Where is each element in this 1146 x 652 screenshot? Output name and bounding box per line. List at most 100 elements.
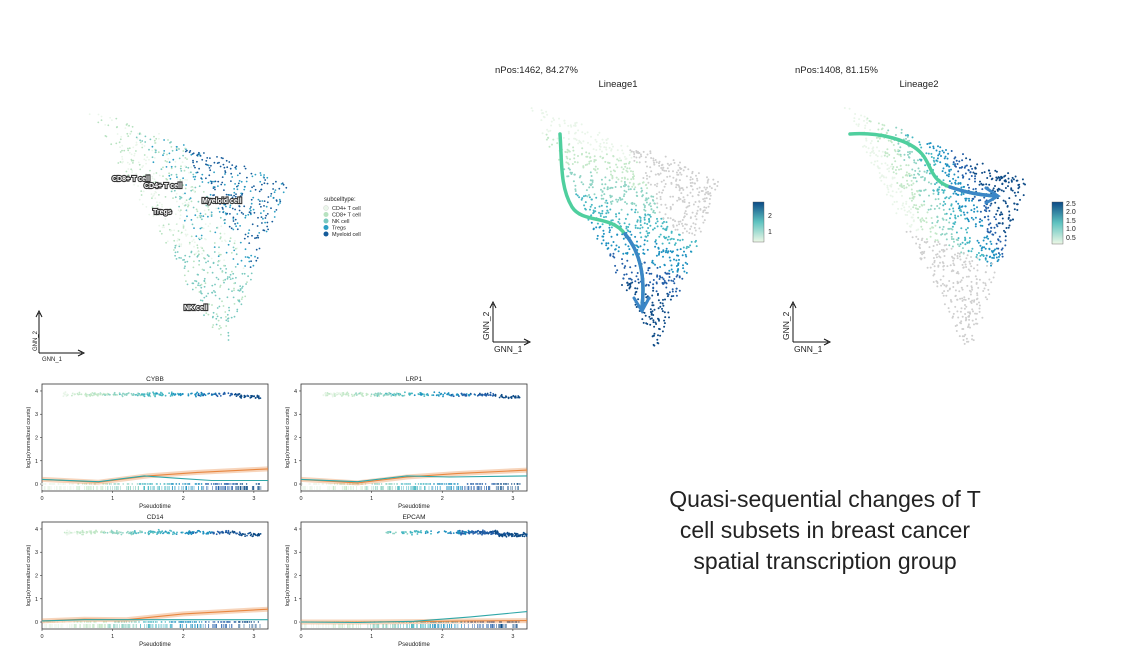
- lineage1-cell-point: [682, 169, 685, 172]
- lineage1-cell-point: [684, 210, 687, 213]
- expression-point: [156, 531, 159, 534]
- expression-point: [196, 530, 199, 532]
- lineage2-cell-point: [990, 250, 993, 252]
- zero-point: [334, 483, 336, 485]
- umap-cell-point: [127, 135, 130, 137]
- lineage1-cell-point: [677, 268, 680, 271]
- umap-cell-point: [153, 139, 156, 142]
- umap-cell-point: [256, 234, 259, 237]
- umap-cell-point: [244, 233, 247, 236]
- umap-cell-point: [156, 204, 159, 207]
- lineage2-cell-point: [932, 257, 935, 259]
- umap-cell-point: [265, 214, 267, 217]
- umap-cell-point: [207, 255, 210, 257]
- lineage1-cell-point: [605, 212, 608, 215]
- lineage1-cell-point: [639, 224, 642, 227]
- umap-cell-point: [223, 183, 226, 186]
- lineage1-cell-point: [666, 238, 669, 241]
- umap-cell-point: [184, 261, 187, 264]
- lineage2-cell-point: [942, 268, 945, 271]
- lineage1-cell-point: [601, 138, 604, 141]
- umap-cell-point: [213, 242, 216, 244]
- lineage2-cell-point: [891, 167, 894, 170]
- lineage1-cell-point: [670, 237, 673, 240]
- lineage2-cell-point: [1011, 189, 1014, 192]
- lineage1-cell-point: [590, 160, 592, 162]
- zero-point: [84, 483, 86, 485]
- lineage2-cell-point: [914, 169, 917, 172]
- lineage1-cell-point: [652, 211, 655, 214]
- lineage2-cell-point: [968, 199, 971, 202]
- lineage2-cell-point: [886, 168, 889, 171]
- lineage1-cell-point: [667, 311, 670, 314]
- zero-point: [164, 483, 166, 485]
- umap-cell-point: [218, 328, 221, 330]
- expression-point: [64, 532, 67, 535]
- lineage1-cell-point: [625, 202, 628, 205]
- lineage2-cell-point: [1000, 248, 1003, 251]
- lineage1-cell-point: [566, 157, 569, 160]
- umap-cell-point: [212, 311, 215, 314]
- lineage2-cell-point: [930, 156, 933, 158]
- lineage1-cell-point: [623, 155, 626, 158]
- expression-point: [195, 395, 197, 398]
- lineage1-cell-point: [678, 189, 681, 192]
- umap-cell-point: [163, 150, 166, 152]
- lineage1-cell-point: [574, 190, 577, 192]
- lineage1-ylabel: GNN_2: [481, 311, 491, 340]
- umap-cell-point: [156, 206, 159, 209]
- lineage2-cell-point: [986, 177, 989, 179]
- lineage2-cell-point: [869, 128, 872, 131]
- umap-cell-point: [153, 178, 156, 181]
- zero-point: [138, 621, 140, 623]
- lineage1-cell-point: [679, 239, 682, 242]
- expression-point: [131, 394, 134, 396]
- y-tick-label: 1: [294, 459, 297, 465]
- lineage2-cell-point: [895, 191, 898, 194]
- lineage1-cell-point: [655, 193, 658, 195]
- umap-cell-point: [97, 121, 100, 124]
- lineage1-cell-point: [545, 138, 548, 141]
- umap-cell-point: [225, 159, 228, 162]
- expression-point: [240, 534, 243, 537]
- lineage2-cell-point: [905, 200, 908, 203]
- lineage2-cell-point: [899, 164, 902, 167]
- umap-cell-point: [218, 325, 221, 327]
- lineage1-cell-point: [699, 230, 702, 233]
- lineage1-cell-point: [679, 220, 682, 223]
- lineage2-cell-point: [1001, 217, 1004, 220]
- lineage1-cell-point: [621, 258, 623, 261]
- umap-cell-point: [240, 211, 243, 214]
- umap-cell-point: [234, 166, 237, 169]
- lineage1-cell-point: [615, 244, 618, 247]
- lineage1-cell-point: [629, 149, 632, 152]
- umap-cell-point: [264, 221, 266, 224]
- zero-point: [314, 483, 317, 485]
- umap-cell-point: [274, 189, 277, 191]
- lineage1-cell-point: [562, 136, 565, 139]
- lineage2-cell-point: [936, 282, 939, 284]
- lineage1-cell-point: [647, 267, 650, 270]
- lineage1-cell-point: [638, 161, 641, 164]
- umap-cell-point: [215, 207, 218, 210]
- umap-cell-point: [152, 181, 155, 184]
- lineage2-cell-point: [848, 107, 851, 110]
- umap-cell-point: [206, 254, 209, 256]
- lineage1-cell-point: [668, 164, 671, 167]
- umap-cell-point: [195, 235, 198, 238]
- umap-cell-point: [192, 176, 195, 178]
- umap-cell-point: [272, 197, 275, 199]
- umap-cell-point: [181, 161, 184, 164]
- expression-point: [514, 395, 517, 398]
- umap-cell-point: [277, 203, 280, 206]
- zero-point: [241, 621, 244, 623]
- umap-cell-point: [226, 277, 229, 280]
- lineage1-cell-point: [646, 187, 649, 190]
- umap-cell-point: [198, 185, 201, 188]
- lineage2-cell-point: [910, 188, 913, 191]
- umap-cell-point: [142, 165, 144, 167]
- lineage1-cell-point: [675, 275, 678, 278]
- lineage1-cell-point: [668, 269, 671, 272]
- y-tick-label: 0: [35, 482, 38, 488]
- umap-cell-point: [187, 204, 190, 207]
